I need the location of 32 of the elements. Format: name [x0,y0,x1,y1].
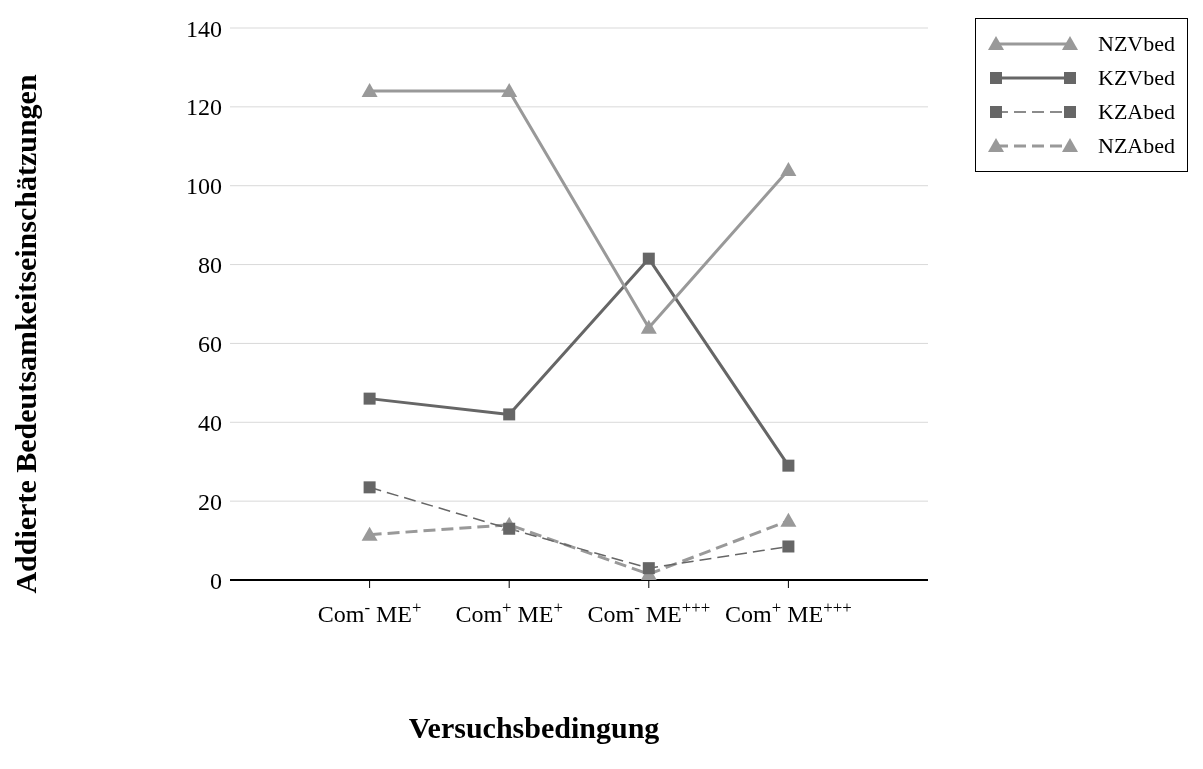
point [501,83,518,98]
point [361,83,378,98]
x-tick-label: Com$^{-}$ ME$^{+}$ [317,597,422,627]
y-tick-label: 60 [198,330,222,357]
point [642,562,655,575]
y-tick-label: 140 [186,15,222,42]
point [782,540,795,553]
y-tick-label: 100 [186,173,222,200]
point [780,161,797,176]
point [503,522,516,535]
point [363,481,376,494]
x-tick-label: Com$^{-}$ ME$^{+++}$ [587,597,711,627]
x-axis-title: Versuchsbedingung [408,711,660,744]
point [780,512,797,527]
point [361,526,378,541]
x-tick-label: Com$^{+}$ ME$^{+++}$ [725,597,852,627]
point [642,252,655,265]
y-tick-label: 80 [198,252,222,279]
point [782,459,795,472]
legend-label: KZAbed [1098,99,1175,125]
y-tick-label: 20 [198,488,222,515]
legend-label: NZVbed [1098,31,1175,57]
legend-label: NZAbed [1098,133,1175,159]
legend-label: KZVbed [1098,65,1175,91]
point [363,392,376,405]
y-tick-label: 40 [198,409,222,436]
y-axis-title: Addierte Bedeutsamkeitseinschätzungen [9,74,42,594]
point [503,408,516,421]
x-tick-label: Com$^{+}$ ME$^{+}$ [455,597,564,627]
y-tick-label: 0 [210,567,222,594]
y-tick-label: 120 [186,94,222,121]
point [640,319,657,334]
